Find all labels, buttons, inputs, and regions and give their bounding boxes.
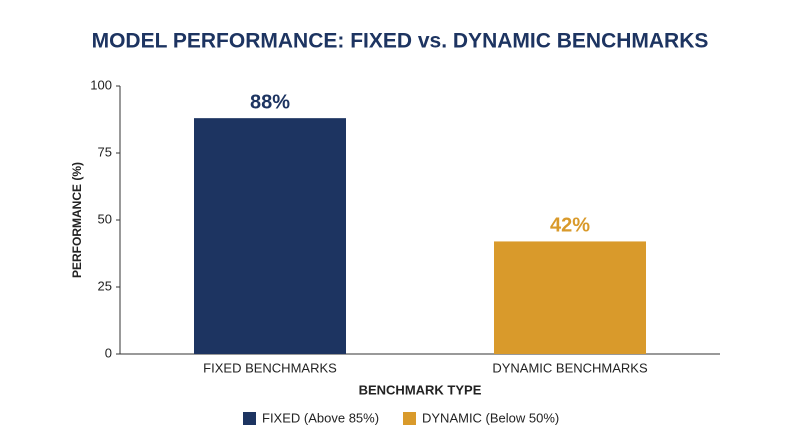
y-tick-label: 100 [90, 77, 112, 92]
x-axis-label: BENCHMARK TYPE [359, 382, 482, 397]
y-tick-label: 25 [98, 278, 112, 293]
y-tick-label: 50 [98, 211, 112, 226]
value-label: 42% [550, 215, 590, 237]
legend-label: DYNAMIC (Below 50%) [422, 410, 559, 425]
y-tick-label: 75 [98, 144, 112, 159]
bar [194, 118, 346, 354]
chart-title: MODEL PERFORMANCE: FIXED vs. DYNAMIC BEN… [92, 30, 709, 53]
legend-swatch [403, 412, 416, 425]
bar [494, 241, 646, 354]
value-label: 88% [250, 91, 290, 113]
y-tick-label: 0 [105, 345, 112, 360]
y-axis-label: PERFORMANCE (%) [70, 162, 84, 278]
x-tick-label: DYNAMIC BENCHMARKS [492, 360, 648, 375]
x-tick-label: FIXED BENCHMARKS [203, 360, 337, 375]
legend-swatch [243, 412, 256, 425]
legend-label: FIXED (Above 85%) [262, 410, 379, 425]
